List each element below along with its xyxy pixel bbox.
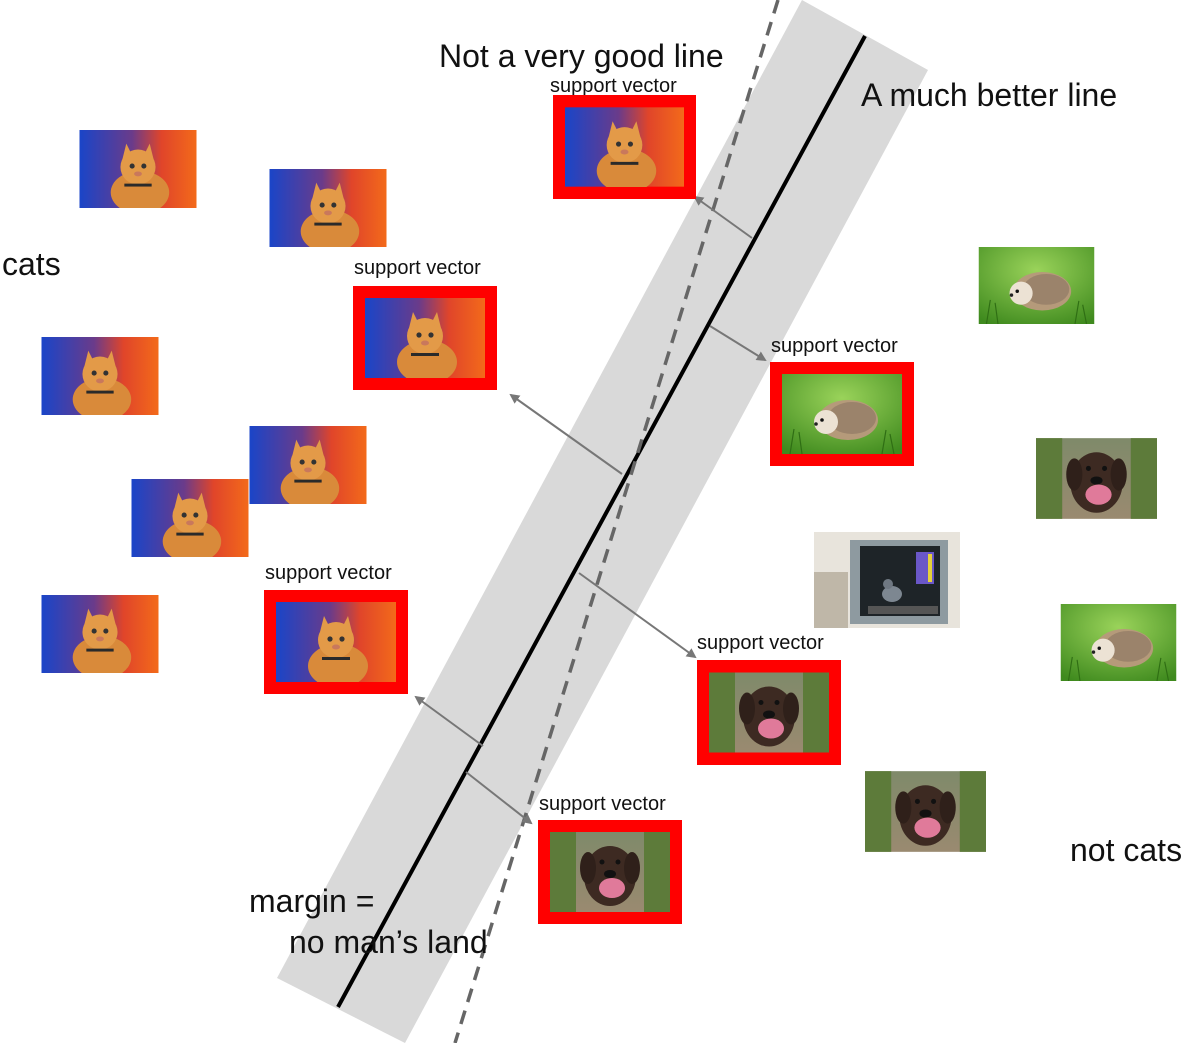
support-vector-dog-photo bbox=[538, 820, 682, 924]
support-vector-cat-photo bbox=[264, 590, 408, 694]
bad-decision-line bbox=[453, 0, 780, 1043]
support-vector-cat-photo bbox=[553, 95, 696, 199]
support-vector-cat-photo bbox=[353, 286, 497, 390]
hedgehog-photo bbox=[976, 247, 1097, 324]
margin-arrow-5 bbox=[414, 695, 484, 747]
support-vector-label-4: support vector bbox=[265, 562, 392, 584]
good-decision-line bbox=[336, 35, 867, 1008]
support-vector-dog-photo bbox=[697, 660, 841, 765]
support-vector-label-1: support vector bbox=[550, 75, 677, 97]
cat-photo bbox=[249, 426, 367, 504]
cat-photo bbox=[269, 169, 387, 247]
cat-photo bbox=[41, 595, 159, 673]
cat-photo bbox=[79, 130, 197, 208]
hedgehog-photo bbox=[1058, 604, 1179, 681]
margin-arrow-6 bbox=[465, 771, 533, 825]
dog-photo bbox=[865, 771, 986, 852]
not-cats-class-label: not cats bbox=[1070, 832, 1183, 868]
cats-class-label: cats bbox=[2, 246, 61, 282]
support-vector-label-3: support vector bbox=[771, 335, 898, 357]
margin-label-line1: margin = bbox=[249, 883, 375, 919]
margin-arrow-3 bbox=[509, 393, 623, 475]
margin-arrow-1 bbox=[693, 195, 753, 239]
good-line-label: A much better line bbox=[861, 77, 1118, 113]
cat-photo bbox=[131, 479, 249, 557]
cat-photo bbox=[41, 337, 159, 415]
margin-label-line2: no man’s land bbox=[289, 924, 488, 960]
margin-arrow-2 bbox=[709, 325, 767, 362]
support-vector-hedgehog-photo bbox=[770, 362, 914, 466]
pigeon-in-box-photo bbox=[814, 532, 960, 628]
support-vector-label-2: support vector bbox=[354, 257, 481, 279]
dog-photo bbox=[1036, 438, 1157, 519]
support-vector-label-6: support vector bbox=[539, 793, 666, 815]
margin-arrow-4 bbox=[578, 572, 697, 659]
bad-line-label: Not a very good line bbox=[439, 38, 724, 74]
support-vector-label-5: support vector bbox=[697, 632, 824, 654]
